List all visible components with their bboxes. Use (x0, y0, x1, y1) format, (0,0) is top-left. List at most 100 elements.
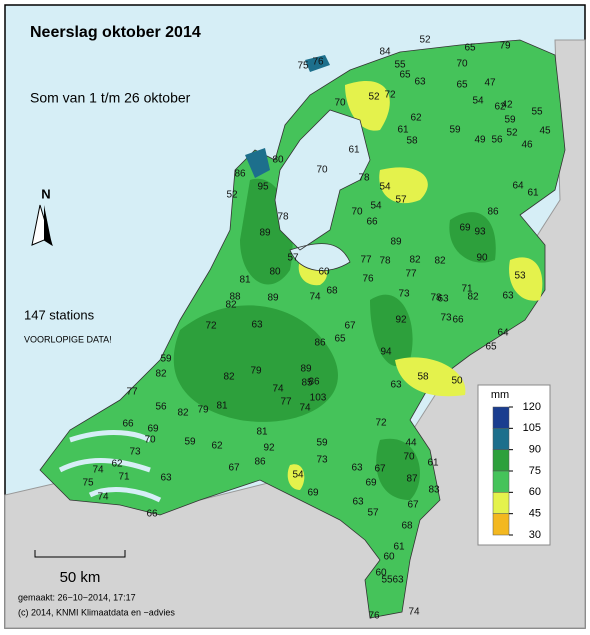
station-value: 73 (440, 313, 452, 324)
station-value: 73 (316, 455, 328, 466)
station-value: 88 (229, 292, 241, 303)
station-value: 55 (531, 107, 543, 118)
station-value: 74 (92, 465, 104, 476)
legend-tick-label: 90 (529, 444, 541, 456)
station-value: 61 (397, 125, 409, 136)
station-value: 81 (239, 275, 251, 286)
station-value: 63 (352, 497, 364, 508)
station-value: 76 (368, 611, 380, 622)
station-value: 86 (308, 377, 320, 388)
station-value: 82 (177, 408, 189, 419)
station-value: 74 (272, 384, 284, 395)
station-value: 62 (410, 113, 422, 124)
station-value: 82 (434, 256, 446, 267)
lake (274, 109, 371, 271)
station-value: 64 (512, 181, 524, 192)
station-value: 89 (267, 293, 279, 304)
copyright: (c) 2014, KNMI Klimaatdata en −advies (18, 607, 175, 617)
station-value: 103 (310, 393, 327, 404)
station-value: 82 (223, 372, 235, 383)
station-value: 57 (395, 195, 407, 206)
north-label: N (41, 186, 50, 201)
station-value: 66 (452, 315, 464, 326)
legend: 120 105 90 75 60 45 30 (492, 401, 541, 541)
station-value: 59 (504, 115, 516, 126)
station-value: 71 (118, 472, 130, 483)
station-value: 52 (419, 35, 431, 46)
legend-swatch (492, 492, 510, 514)
station-value: 78 (379, 256, 391, 267)
station-value: 80 (269, 267, 281, 278)
station-value: 84 (379, 47, 391, 58)
station-value: 77 (280, 397, 292, 408)
station-value: 50 (451, 376, 463, 387)
station-value: 54 (292, 470, 304, 481)
legend-tick-label: 45 (529, 508, 541, 520)
station-value: 62 (211, 441, 223, 452)
north-arrow-fill (44, 205, 52, 245)
station-value: 69 (307, 488, 319, 499)
station-value: 72 (205, 321, 217, 332)
station-value: 72 (384, 90, 396, 101)
station-value: 92 (263, 443, 275, 454)
station-value: 68 (401, 521, 413, 532)
station-value: 70 (403, 452, 415, 463)
station-value: 82 (409, 255, 421, 266)
station-value: 75 (82, 478, 94, 489)
station-value: 63 (390, 380, 402, 391)
station-value: 62 (111, 459, 123, 470)
station-value: 86 (234, 169, 246, 180)
station-value: 82 (225, 300, 237, 311)
made-label: gemaakt: 26−10−2014, 17:17 (18, 592, 136, 602)
station-value: 95 (257, 182, 269, 193)
station-value: 87 (406, 474, 418, 485)
station-value: 75 (297, 61, 309, 72)
station-value: 65 (399, 70, 411, 81)
station-value: 55 (394, 60, 406, 71)
station-value: 69 (147, 424, 159, 435)
station-value: 77 (126, 387, 138, 398)
station-value: 89 (300, 364, 312, 375)
title: Neerslag oktober 2014 (30, 24, 201, 41)
station-value: 57 (287, 253, 299, 264)
station-value: 58 (417, 372, 429, 383)
station-value: 66 (366, 217, 378, 228)
station-value: 64 (497, 328, 509, 339)
station-value: 61 (427, 458, 439, 469)
station-value: 86 (254, 457, 266, 468)
station-value: 59 (316, 438, 328, 449)
station-value: 52 (506, 128, 518, 139)
station-value: 83 (428, 485, 440, 496)
station-value: 81 (256, 427, 268, 438)
legend-tick-label: 120 (523, 401, 541, 413)
station-value: 80 (272, 155, 284, 166)
station-value: 67 (374, 464, 386, 475)
station-value: 60 (318, 267, 330, 278)
station-value: 94 (380, 347, 392, 358)
station-value: 63 (392, 575, 404, 586)
station-value: 63 (251, 320, 263, 331)
station-value: 63 (414, 77, 426, 88)
station-value: 79 (197, 405, 209, 416)
station-value: 71 (461, 284, 473, 295)
station-value: 76 (312, 57, 324, 68)
station-value: 82 (467, 292, 479, 303)
station-value: 55 (381, 575, 393, 586)
station-value: 86 (314, 338, 326, 349)
station-value: 70 (316, 165, 328, 176)
legend-tick-label: 30 (529, 529, 541, 541)
legend-tick-label: 60 (529, 486, 541, 498)
station-value: 67 (407, 500, 419, 511)
station-count: 147 stations (24, 307, 95, 322)
station-value: 82 (155, 369, 167, 380)
station-value: 70 (144, 435, 156, 446)
station-value: 93 (474, 227, 486, 238)
station-value: 74 (309, 292, 321, 303)
station-value: 90 (476, 253, 488, 264)
station-value: 69 (459, 223, 471, 234)
station-value: 74 (299, 403, 311, 414)
station-value: 63 (437, 294, 449, 305)
legend-box (477, 384, 551, 546)
